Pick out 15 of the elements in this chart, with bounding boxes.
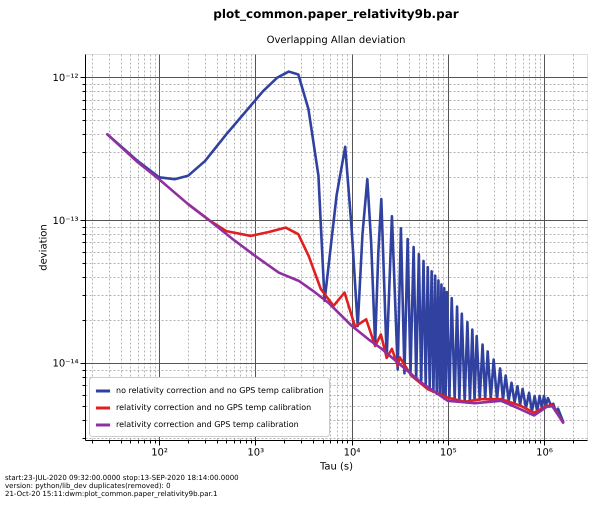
legend-label: relativity correction and no GPS temp calibration	[116, 403, 312, 412]
x-axis-title: Tau (s)	[318, 462, 354, 472]
y-axis-title: deviation	[38, 224, 50, 271]
legend-label: relativity correction and GPS temp calibration	[116, 420, 299, 429]
legend-label: no relativity correction and no GPS temp calibration	[116, 386, 324, 395]
x-tick-label: 10⁵	[440, 448, 457, 458]
x-tick-label: 10³	[247, 448, 264, 458]
y-tick-label: 10⁻¹⁴	[52, 358, 78, 370]
chart-subtitle: Overlapping Allan deviation	[266, 35, 406, 46]
x-tick-label: 10²	[151, 448, 168, 458]
y-tick-label: 10⁻¹³	[52, 216, 78, 227]
x-tick-label: 10⁶	[536, 448, 553, 458]
y-tick-label: 10⁻¹²	[52, 72, 78, 84]
chart-title: plot_common.paper_relativity9b.par	[213, 7, 459, 21]
x-tick-label: 10⁴	[344, 448, 360, 458]
